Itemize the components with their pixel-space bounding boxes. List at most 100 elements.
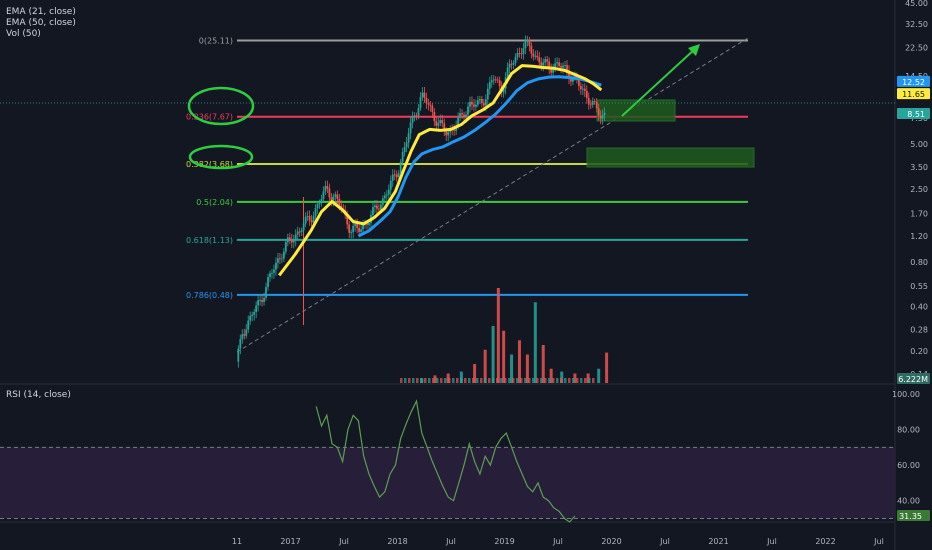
annotations[interactable] [0,37,895,353]
price-tick-11: 0.55 [910,282,928,291]
time-tick-6: Jul [552,537,563,546]
candle-body [328,188,331,198]
candle-body [271,272,273,274]
volume-bar [424,378,427,383]
candle-body [259,300,261,301]
candle-body [393,174,396,176]
price-axis[interactable]: 45.0032.5022.5014.507.505.003.502.501.70… [892,0,930,522]
candle-body [457,117,459,127]
volume-bar [428,378,431,383]
volume-bar [460,378,463,383]
fib-retracement[interactable]: 0(25.11) 0.236(7.67) 0.382(3.68) 0.5(2.04) 0… [186,37,748,300]
candle-body [443,123,446,132]
wick-spike [303,197,304,326]
time-tick-0: 11 [232,537,242,546]
volume-bar [580,378,583,383]
volume-bar [512,378,515,383]
candle-body [548,61,551,69]
candle-body [510,63,513,65]
candle-body [255,305,258,313]
legend-vol[interactable]: Vol (50) [6,29,41,39]
candle-body [360,229,362,232]
volume-bar [468,378,471,383]
candle-body [589,104,592,106]
candle-body [492,79,495,81]
candle-body [560,66,562,68]
candle-body [279,258,281,260]
candle-body [564,65,566,66]
candle-body [324,186,327,192]
volume-bar [483,349,487,383]
volume-bar [568,378,571,383]
candle-body [562,65,564,68]
price-tick-6: 3.50 [910,163,928,172]
candle-body [568,70,570,79]
volume-bar [573,373,577,383]
candle-body [591,101,594,105]
price-tick-2: 22.50 [905,44,928,53]
candle-body [243,334,246,336]
candle-body [532,53,535,57]
candle-body [461,113,463,115]
volume-bar [517,340,521,383]
candle-body [587,97,590,105]
candle-body [395,174,398,178]
time-axis[interactable]: 11 2017 Jul 2018 Jul 2019 Jul 2020 Jul 2021 Jul 202… [232,537,884,546]
candle-body [520,53,523,55]
volume-bar [510,354,514,383]
candle-body [595,101,598,109]
legend-rsi[interactable]: RSI (14, close) [6,390,71,400]
volume-bar [456,378,459,383]
trendline-dashed[interactable] [236,37,749,353]
rsi-tick-3: 40.00 [897,497,920,506]
circle-highlight-0382[interactable] [188,144,254,170]
volume-badge-bg [897,373,930,384]
ema21-line [278,64,603,277]
candle-body [263,297,265,302]
volume-bar [605,352,609,383]
candle-body [277,258,279,263]
candle-body [572,77,574,82]
candle-body [417,108,420,116]
volume-bar [491,326,495,383]
volume-bar [420,378,423,383]
rsi-tick-2: 60.00 [897,461,920,470]
candle-body [356,223,359,228]
candle-body [316,204,319,209]
volume-bar [560,371,564,383]
legend-ema21[interactable]: EMA (21, close) [6,7,76,17]
target-zone-lower[interactable] [586,147,755,168]
circle-highlight-0236[interactable] [187,86,255,126]
candle-body [427,103,430,105]
candle-body [275,262,277,270]
candle-body [488,82,491,89]
candle-body [447,132,450,136]
volume-bar [496,288,500,383]
fib-label-0: 0(25.11) [199,37,233,46]
candle-body [300,230,303,232]
volume-bar [504,378,507,383]
candle-body [326,186,329,189]
volume-bar [488,378,491,383]
volume-bar [516,378,519,383]
candle-body [538,57,541,63]
trend-arrow-head[interactable] [688,44,700,56]
candle-body [601,114,604,119]
rsi-badge-bg [897,510,930,522]
price-tick-13: 0.28 [910,326,928,335]
candle-body [552,69,555,73]
volume-bar [597,368,601,383]
legend-ema50[interactable]: EMA (50, close) [6,18,76,28]
candle-body [397,173,400,178]
candle-body [465,114,467,118]
candle-body [306,216,309,217]
fib-label-0.786: 0.786(0.48) [186,291,233,300]
candle-body [387,189,390,195]
time-tick-7: 2020 [601,537,621,546]
price-badge-0: 12.52 [902,78,925,87]
trend-arrow-shaft[interactable] [621,47,697,117]
candle-body [239,338,242,349]
candle-body [389,180,392,190]
price-badge-2: 8.51 [907,110,925,119]
